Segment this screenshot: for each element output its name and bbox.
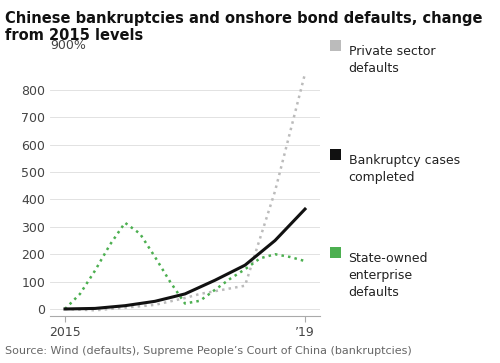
Text: Bankruptcy cases
completed: Bankruptcy cases completed bbox=[348, 154, 460, 184]
Text: 900%: 900% bbox=[50, 39, 86, 52]
Text: State-owned
enterprise
defaults: State-owned enterprise defaults bbox=[348, 252, 428, 299]
Text: Private sector
defaults: Private sector defaults bbox=[348, 45, 435, 76]
Text: Chinese bankruptcies and onshore bond defaults, change from 2015 levels: Chinese bankruptcies and onshore bond de… bbox=[5, 11, 482, 43]
Text: Source: Wind (defaults), Supreme People’s Court of China (bankruptcies): Source: Wind (defaults), Supreme People’… bbox=[5, 346, 412, 356]
